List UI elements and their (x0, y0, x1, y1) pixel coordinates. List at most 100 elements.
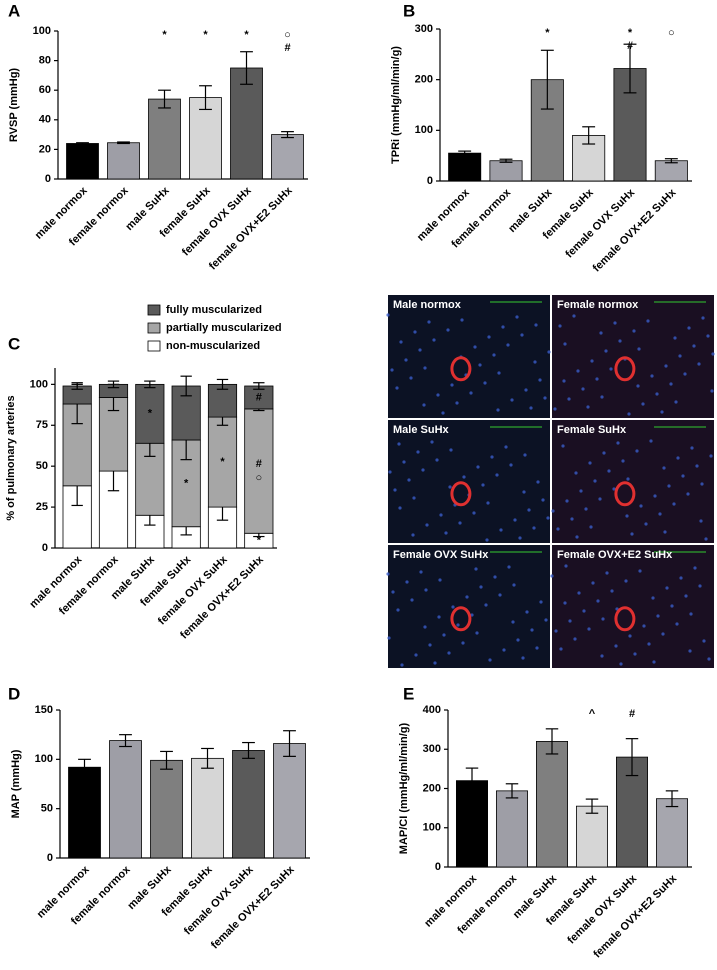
cell-nucleus (633, 652, 637, 656)
y-tick-label: 75 (36, 419, 48, 431)
cell-nucleus (709, 454, 713, 458)
cell-nucleus (458, 521, 462, 525)
cell-nucleus (704, 537, 708, 541)
bar (489, 160, 523, 182)
significance-marker: * (244, 29, 249, 41)
cell-nucleus (479, 585, 483, 589)
significance-marker: ○ (284, 29, 291, 41)
cell-nucleus (587, 627, 591, 631)
cell-nucleus (502, 648, 506, 652)
significance-marker: * (148, 408, 153, 420)
cell-nucleus (398, 506, 402, 510)
y-tick-label: 50 (36, 460, 48, 472)
cell-nucleus (591, 581, 595, 585)
cell-nucleus (522, 490, 526, 494)
cell-nucleus (492, 353, 496, 357)
cell-nucleus (496, 408, 500, 412)
legend-swatch (147, 340, 161, 352)
cell-nucleus (561, 444, 565, 448)
cell-nucleus (699, 519, 703, 523)
cell-nucleus (667, 484, 671, 488)
cell-nucleus (400, 663, 404, 667)
cell-nucleus (421, 468, 425, 472)
cell-nucleus (664, 364, 668, 368)
cell-nucleus (607, 469, 611, 473)
cell-nucleus (568, 619, 572, 623)
cell-nucleus (600, 395, 604, 399)
cell-nucleus (386, 572, 390, 576)
y-axis-label: TPRi (mmHg/ml/min/g) (390, 46, 402, 164)
cell-nucleus (419, 570, 423, 574)
cell-nucleus (495, 473, 499, 477)
micrograph (552, 420, 714, 543)
cell-nucleus (690, 446, 694, 450)
cell-nucleus (536, 480, 540, 484)
cell-nucleus (441, 411, 445, 415)
cell-nucleus (525, 610, 529, 614)
x-tick-label: female OVX SuHx (563, 186, 637, 260)
bar (107, 142, 140, 180)
cell-nucleus (501, 325, 505, 329)
cell-nucleus (630, 532, 634, 536)
cell-nucleus (527, 508, 531, 512)
cell-nucleus (439, 513, 443, 517)
micrograph-label: Female SuHx (557, 424, 627, 436)
cell-nucleus (619, 662, 623, 666)
cell-nucleus (637, 347, 641, 351)
cell-nucleus (504, 445, 508, 449)
cell-nucleus (562, 379, 566, 383)
y-tick-label: 40 (39, 114, 51, 126)
cell-nucleus (405, 580, 409, 584)
cell-nucleus (638, 569, 642, 573)
cell-nucleus (575, 535, 579, 539)
cell-nucleus (444, 531, 448, 535)
cell-nucleus (687, 326, 691, 330)
cell-nucleus (396, 608, 400, 612)
cell-nucleus (621, 459, 625, 463)
cell-nucleus (554, 629, 558, 633)
y-tick-label: 400 (423, 704, 441, 716)
cell-nucleus (627, 412, 631, 416)
cell-nucleus (595, 377, 599, 381)
cell-nucleus (567, 397, 571, 401)
cell-nucleus (563, 601, 567, 605)
y-tick-label: 0 (435, 861, 441, 873)
significance-marker: ○ (668, 27, 675, 39)
panel-letter: D (8, 684, 20, 703)
cell-nucleus (576, 369, 580, 373)
cell-nucleus (676, 456, 680, 460)
y-tick-label: 50 (41, 803, 53, 815)
significance-marker: * (162, 29, 167, 41)
y-tick-label: 0 (45, 173, 51, 185)
y-tick-label: 100 (33, 25, 51, 37)
cell-nucleus (710, 389, 714, 393)
cell-nucleus (430, 440, 434, 444)
cell-nucleus (472, 511, 476, 515)
cell-nucleus (476, 465, 480, 469)
legend-swatch (147, 304, 161, 316)
cell-nucleus (484, 603, 488, 607)
cell-nucleus (698, 584, 702, 588)
significance-marker: ○ (256, 472, 263, 484)
cell-nucleus (438, 578, 442, 582)
cell-nucleus (689, 612, 693, 616)
cell-nucleus (601, 617, 605, 621)
significance-marker: # (256, 458, 262, 470)
cell-nucleus (636, 384, 640, 388)
bar (68, 766, 101, 859)
cell-nucleus (574, 471, 578, 475)
cell-nucleus (681, 474, 685, 478)
cell-nucleus (641, 402, 645, 406)
micrograph (388, 295, 550, 418)
bar (189, 97, 222, 180)
cell-nucleus (581, 387, 585, 391)
cell-nucleus (534, 323, 538, 327)
cell-nucleus (697, 362, 701, 366)
cell-nucleus (474, 567, 478, 571)
cell-nucleus (614, 644, 618, 648)
cell-nucleus (661, 632, 665, 636)
legend-label: fully muscularized (166, 304, 262, 316)
cell-nucleus (616, 441, 620, 445)
cell-nucleus (707, 657, 711, 661)
y-axis-label: RVSP (mmHg) (8, 68, 20, 143)
